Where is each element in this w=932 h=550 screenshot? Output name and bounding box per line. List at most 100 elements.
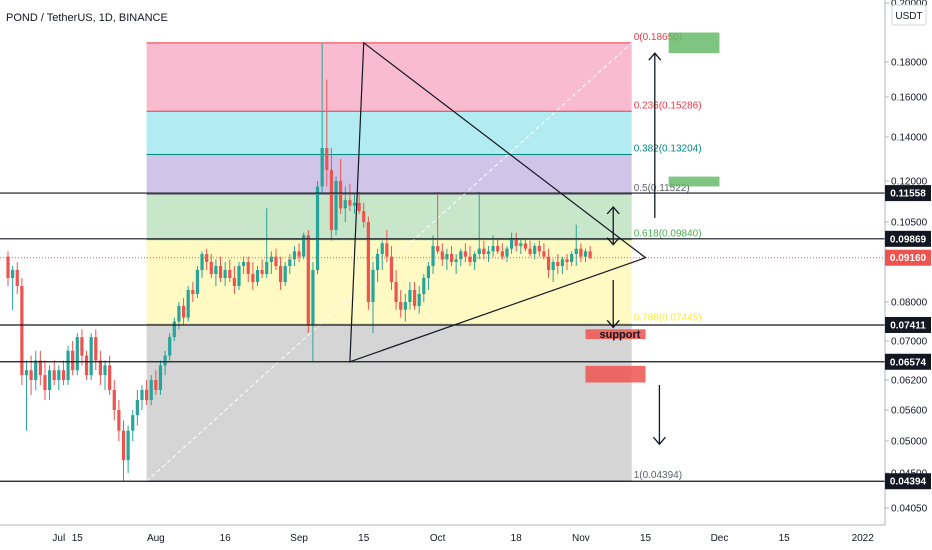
y-tick-label: 0.12000 [891, 177, 928, 188]
fib-zone [146, 42, 632, 112]
candle-body [417, 294, 421, 306]
y-tick-label: 0.06200 [891, 376, 928, 387]
currency-label: USDT [895, 11, 922, 22]
candle-body [440, 251, 444, 260]
x-tick-label: 15 [72, 533, 84, 544]
candle-body [228, 270, 232, 278]
candle-body [403, 302, 407, 310]
candle-body [486, 251, 491, 254]
candle-body [491, 246, 495, 252]
candle-body [302, 235, 306, 257]
target-box[interactable] [668, 176, 720, 187]
fib-zone [146, 323, 632, 482]
candle-body [117, 410, 121, 431]
y-tick-label: 0.10500 [891, 218, 928, 229]
candle-body [362, 211, 366, 222]
candle-body [223, 270, 227, 278]
target-boxes: support [585, 32, 720, 383]
y-tick-label: 0.05600 [891, 406, 928, 417]
time-axis[interactable] [0, 525, 932, 550]
candle-body [468, 256, 472, 262]
candle-body [108, 365, 112, 390]
fib-level-label: 0.382(0.13204) [634, 144, 702, 155]
x-tick-label: 15 [358, 533, 370, 544]
fib-level-label: 0.5(0.11522) [634, 183, 690, 194]
candle-body [560, 259, 564, 266]
candle-body [583, 251, 588, 257]
price-badge [885, 249, 931, 266]
candle-body [352, 202, 357, 206]
fib-level-label: 0.236(0.15286) [634, 100, 702, 111]
support-box[interactable] [585, 329, 646, 340]
candle-body [126, 430, 130, 461]
candle-body [514, 238, 518, 246]
candle-body [11, 270, 15, 278]
price-badge-label: 0.07411 [890, 320, 926, 331]
candle-body [237, 266, 241, 286]
candle-body [84, 355, 89, 376]
candle-body [163, 355, 167, 366]
target-box[interactable] [585, 365, 646, 383]
candle-body [242, 262, 246, 266]
candle-body [454, 259, 458, 262]
fib-level-label: 0.786(0.07445) [634, 313, 702, 324]
candle-body [214, 266, 218, 274]
candle-body [6, 256, 10, 278]
candle-body [278, 266, 283, 282]
arrow-up-large-head [648, 52, 662, 61]
candle-body [546, 256, 551, 270]
candle-body [131, 415, 135, 431]
candle-body [371, 270, 375, 302]
candle-body [15, 270, 19, 286]
candle-body [505, 248, 509, 257]
candle-body [528, 248, 532, 254]
candle-body [436, 246, 440, 252]
y-tick-label: 0.05000 [891, 437, 928, 448]
price-badge-label: 0.09869 [890, 234, 927, 245]
candle-body [20, 286, 24, 376]
candle-body [389, 256, 394, 282]
candle-body [283, 266, 287, 282]
triangle-outline[interactable] [349, 41, 647, 363]
candle-body [71, 350, 75, 371]
candle-body [297, 251, 301, 257]
candle-body [482, 248, 486, 254]
candle-body [288, 259, 292, 266]
candle-body [380, 243, 384, 254]
candle-body [43, 375, 47, 390]
candle-body [533, 246, 537, 254]
candle-body [205, 254, 209, 262]
y-tick-label: 0.14000 [891, 133, 928, 144]
candle-body [537, 246, 541, 252]
y-tick-label: 0.04050 [891, 504, 928, 515]
currency-box[interactable] [891, 4, 927, 26]
target-box[interactable] [668, 32, 720, 54]
candle-body [551, 262, 555, 270]
candle-body [168, 337, 172, 356]
candle-body [408, 290, 412, 302]
candle-body [334, 181, 338, 230]
price-badge [885, 230, 931, 247]
candle-body [89, 337, 93, 376]
direction-arrows [606, 52, 666, 446]
candle-body [574, 248, 578, 254]
chart-title: POND / TetherUS, 1D, BINANCE [6, 12, 168, 24]
fib-zone [146, 111, 632, 155]
y-tick-label: 0.18000 [891, 58, 928, 69]
candle-body [24, 370, 29, 376]
candle-body [500, 251, 504, 257]
candle-body [255, 270, 260, 282]
candle-body [269, 256, 273, 262]
fib-level-label: 0(0.18650) [634, 32, 682, 43]
candle-body [588, 251, 592, 258]
candle-body [399, 302, 403, 310]
fib-zone [146, 239, 632, 324]
fib-zone [146, 154, 632, 195]
candle-body [246, 262, 250, 274]
candle-body [80, 337, 84, 356]
triangle-pattern [349, 41, 647, 363]
price-axis[interactable] [885, 0, 932, 550]
candle-body [343, 200, 347, 209]
candle-body [329, 170, 333, 230]
